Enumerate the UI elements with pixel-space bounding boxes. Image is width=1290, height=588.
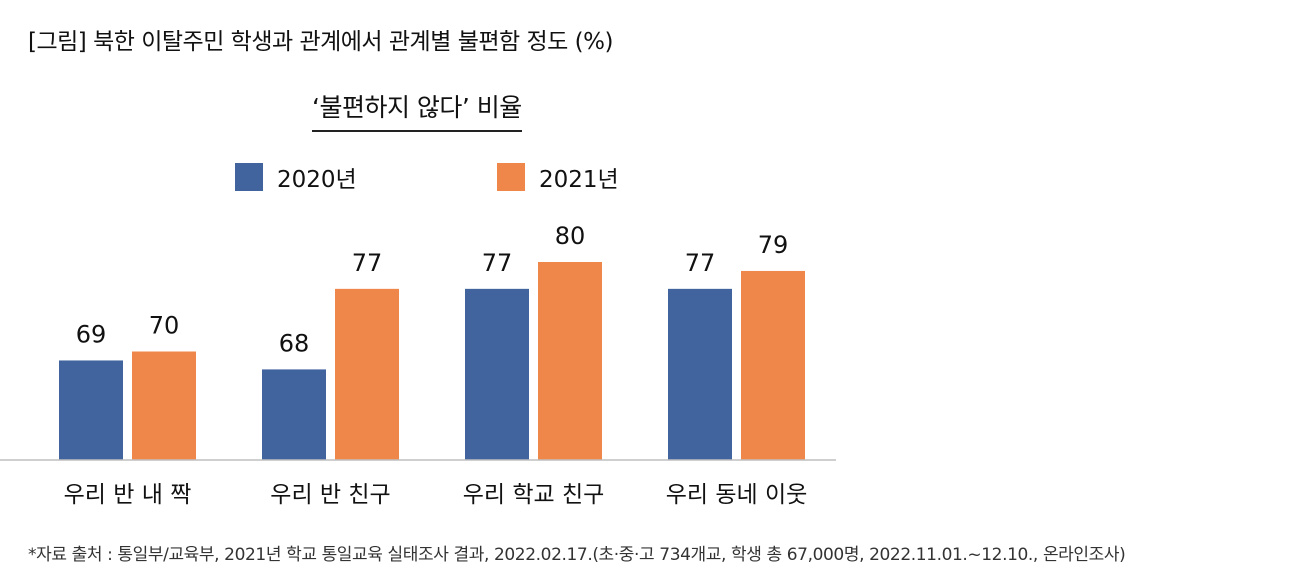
data-label-2020-1: 69 [76, 320, 107, 348]
legend-item-2021: 2021년 [497, 160, 619, 194]
figure-title: [그림] 북한 이탈주민 학생과 관계에서 관계별 불편함 정도 (%) [28, 29, 613, 55]
legend-swatch-2020 [235, 163, 263, 191]
data-label-2021-3: 80 [555, 222, 586, 250]
data-label-2021-2: 77 [352, 249, 383, 277]
category-label-4: 우리 동네 이웃 [666, 482, 808, 508]
data-label-2020-2: 68 [279, 329, 310, 357]
data-label-2021-1: 70 [149, 312, 180, 340]
bar-2020-1 [59, 360, 123, 460]
legend-label-2021: 2021년 [539, 167, 619, 193]
data-label-2021-4: 79 [758, 231, 789, 259]
legend-item-2020: 2020년 [235, 160, 357, 194]
bar-2021-4 [741, 270, 805, 460]
data-label-2020-3: 77 [482, 249, 513, 277]
chart-title: ‘불편하지 않다’ 비율 [312, 88, 522, 132]
bar-2020-3 [465, 288, 529, 460]
bar-2020-4 [668, 288, 732, 460]
bar-2021-3 [538, 262, 602, 460]
category-label-2: 우리 반 친구 [270, 482, 390, 508]
bar-2021-2 [335, 288, 399, 460]
bar-2020-2 [262, 369, 326, 460]
bar-2021-1 [132, 351, 196, 460]
category-label-1: 우리 반 내 짝 [64, 482, 192, 508]
category-label-3: 우리 학교 친구 [463, 482, 605, 508]
source-note: *자료 출처 : 통일부/교육부, 2021년 학교 통일교육 실태조사 결과,… [28, 545, 1126, 565]
legend-swatch-2021 [497, 163, 525, 191]
legend-label-2020: 2020년 [277, 167, 357, 193]
legend: 2020년 2021년 [0, 160, 1290, 196]
data-label-2020-4: 77 [685, 249, 716, 277]
